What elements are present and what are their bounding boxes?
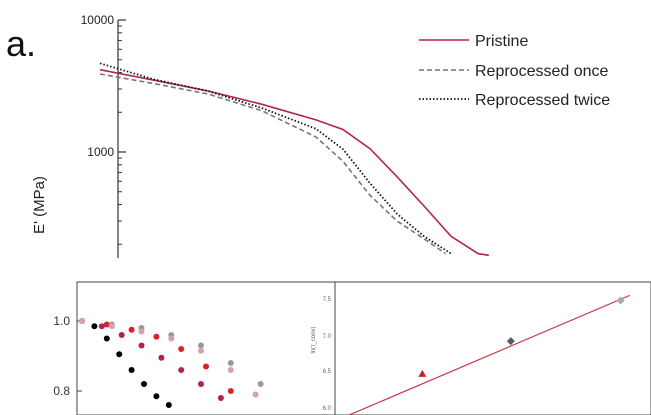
series-reprocessed-twice-line [99, 62, 452, 255]
lower-left-point [128, 326, 135, 333]
lower-left-point [198, 347, 204, 354]
lower-right-y-axis-label: ln(τ_conv) [311, 326, 317, 353]
lower-right-y-tick-label: 7.0 [323, 334, 332, 340]
lower-right-point [506, 337, 515, 346]
lower-left-point [158, 354, 165, 361]
lower-left-point [178, 367, 185, 373]
fit-line [347, 294, 630, 415]
lower-left-point [217, 395, 224, 401]
lower-left-point [198, 342, 204, 349]
lower-right-y-tick-label: 7.5 [323, 297, 332, 303]
lower-right-point [418, 369, 427, 377]
lower-left-point [138, 328, 145, 335]
upper-minor-ticks [118, 25, 122, 245]
upper-y-tick-label: 10000 [81, 13, 115, 27]
lower-right-y-tick-label: 6.5 [323, 369, 332, 375]
upper-y-tick-label: 1000 [87, 145, 114, 159]
lower-left-point [118, 332, 125, 338]
panel-label: a. [6, 23, 36, 64]
lower-left-point [98, 323, 105, 330]
series-reprocessed-once-line [99, 73, 447, 255]
lower-left-point [141, 381, 147, 387]
lower-left-point [153, 333, 160, 340]
legend-label-reprocessed-once: Reprocessed once [475, 63, 609, 80]
normalized-chart: 1.0 0.8 [53, 281, 336, 415]
legend-label-reprocessed-twice: Reprocessed twice [475, 92, 610, 109]
lower-left-y-tick-label: 0.8 [53, 384, 70, 398]
lower-left-point [108, 323, 115, 330]
lower-left-point [252, 391, 259, 398]
lower-left-point [103, 321, 110, 328]
lower-right-frame [334, 281, 651, 415]
lower-left-point [91, 323, 98, 330]
lower-left-point [153, 393, 160, 400]
lower-left-point [178, 346, 185, 352]
lower-left-point [257, 381, 264, 387]
lower-left-point [165, 402, 172, 408]
lower-right-y-tick-label: 6.0 [323, 406, 332, 412]
lower-right-point [616, 296, 625, 305]
series-pristine-line [99, 68, 489, 257]
lower-left-point [138, 342, 145, 349]
lower-left-point [198, 381, 204, 387]
lower-left-point [116, 351, 123, 358]
lower-left-point [227, 388, 234, 394]
lower-left-y-tick-label: 1.0 [53, 314, 70, 328]
lower-left-point [227, 360, 234, 366]
upper-y-axis-label: E' (MPa) [31, 176, 48, 234]
lower-left-point [103, 335, 110, 342]
legend-label-pristine: Pristine [475, 33, 528, 50]
lower-left-frame [76, 281, 336, 415]
modulus-chart: 10000 1000 E' (MPa) Pristine Reprocessed… [31, 13, 610, 258]
lower-left-point [168, 335, 175, 342]
legend: Pristine Reprocessed once Reprocessed tw… [419, 33, 610, 109]
lower-right-points [418, 296, 625, 377]
lower-left-point [79, 318, 85, 324]
lower-left-point [227, 367, 234, 373]
lower-left-points [79, 318, 264, 408]
lower-left-point [128, 367, 135, 373]
lower-left-point [203, 363, 209, 370]
relaxation-fit-chart: 7.5 7.0 6.5 6.0 ln(τ_conv) [311, 281, 651, 415]
